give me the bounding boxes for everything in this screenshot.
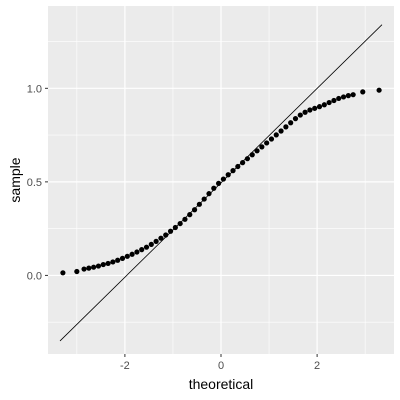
- sample-point: [100, 261, 106, 268]
- sample-point: [215, 180, 222, 186]
- sample-point: [345, 93, 351, 99]
- sample-point: [74, 268, 80, 275]
- sample-point: [119, 255, 126, 261]
- y-axis-title: sample: [7, 157, 23, 202]
- sample-point: [264, 140, 270, 146]
- sample-point: [297, 112, 303, 118]
- sample-point: [340, 94, 347, 100]
- sample-point: [326, 99, 332, 106]
- sample-point: [60, 270, 66, 276]
- sample-point: [307, 107, 313, 113]
- sample-points: [60, 87, 382, 276]
- sample-point: [177, 220, 183, 227]
- sample-point: [163, 232, 169, 238]
- sample-point: [201, 196, 207, 202]
- sample-point: [187, 212, 193, 218]
- sample-point: [167, 228, 174, 234]
- sample-point: [244, 156, 251, 162]
- sample-point: [249, 152, 255, 158]
- sample-point: [86, 265, 92, 271]
- sample-point: [302, 109, 308, 115]
- x-tick-label: 0: [218, 360, 224, 372]
- sample-point: [230, 168, 236, 174]
- sample-point: [283, 124, 289, 130]
- sample-point: [153, 238, 159, 244]
- sample-point: [321, 102, 327, 108]
- sample-point: [211, 185, 217, 191]
- sample-point: [292, 116, 299, 122]
- sample-point: [225, 172, 231, 178]
- sample-point: [115, 257, 121, 263]
- sample-point: [360, 89, 366, 95]
- sample-point: [235, 163, 241, 170]
- sample-point: [376, 87, 382, 93]
- sample-point: [316, 104, 323, 110]
- sample-point: [278, 128, 284, 134]
- sample-point: [134, 249, 140, 255]
- sample-point: [143, 244, 150, 250]
- sample-point: [95, 263, 102, 269]
- sample-point: [81, 266, 87, 272]
- sample-point: [182, 216, 188, 222]
- y-tick-label: 0.0: [27, 270, 42, 282]
- sample-point: [139, 247, 145, 253]
- y-tick-label: 1.0: [27, 83, 42, 95]
- sample-point: [148, 241, 154, 247]
- x-axis-title: theoretical: [189, 376, 254, 392]
- x-tick-label: 2: [314, 360, 320, 372]
- sample-point: [105, 260, 111, 267]
- sample-point: [191, 207, 198, 213]
- sample-point: [206, 191, 212, 197]
- y-axis: 0.0 0.5 1.0: [27, 83, 48, 282]
- sample-point: [268, 136, 275, 142]
- sample-point: [124, 253, 130, 259]
- sample-point: [331, 97, 337, 104]
- y-tick-label: 0.5: [27, 177, 42, 189]
- sample-point: [273, 132, 279, 138]
- sample-point: [110, 259, 116, 265]
- x-tick-label: -2: [120, 360, 130, 372]
- sample-point: [220, 176, 227, 182]
- x-axis: -2 0 2: [120, 354, 320, 372]
- sample-point: [129, 251, 135, 257]
- sample-point: [336, 95, 342, 102]
- sample-point: [158, 235, 164, 241]
- sample-point: [350, 92, 356, 98]
- sample-point: [254, 148, 260, 154]
- sample-point: [240, 160, 246, 166]
- sample-point: [91, 264, 97, 270]
- sample-point: [172, 224, 178, 231]
- sample-point: [196, 201, 202, 207]
- sample-point: [288, 120, 294, 126]
- sample-point: [259, 144, 265, 150]
- sample-point: [312, 105, 318, 111]
